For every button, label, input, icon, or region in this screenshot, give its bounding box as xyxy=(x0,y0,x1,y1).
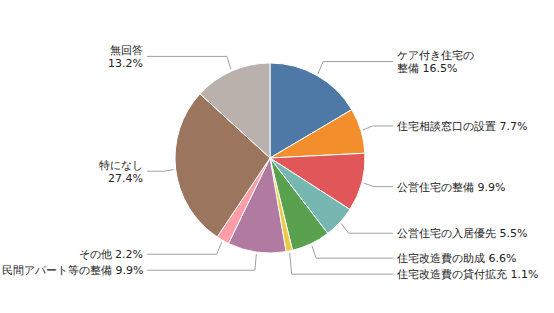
data-label: 民間アパート等の整備 9.9% xyxy=(2,264,143,277)
data-label: 住宅改造費の貸付拡充 1.1% xyxy=(397,268,538,281)
data-label: ケア付き住宅の整備 16.5% xyxy=(397,49,474,75)
data-label: その他 2.2% xyxy=(79,248,143,261)
data-label: 住宅改造費の助成 6.6% xyxy=(397,252,516,265)
leader-line xyxy=(363,126,393,130)
leader-line xyxy=(147,254,256,270)
leader-line xyxy=(364,183,393,187)
data-label: 特になし27.4% xyxy=(99,159,143,185)
leader-line xyxy=(147,242,222,254)
leader-line xyxy=(341,224,393,233)
data-label: 公営住宅の入居優先 5.5% xyxy=(397,227,527,240)
labels: ケア付き住宅の整備 16.5% 住宅相談窓口の設置 7.7% 公営住宅の整備 9.9… xyxy=(2,44,538,281)
leader-line xyxy=(290,253,393,274)
leader-line xyxy=(318,62,393,74)
slices xyxy=(175,63,365,253)
leader-line xyxy=(312,246,393,259)
chart-container: ケア付き住宅の整備 16.5% 住宅相談窓口の設置 7.7% 公営住宅の整備 9.9… xyxy=(0,0,554,313)
data-label: 無回答13.2% xyxy=(108,44,143,70)
pie-slice xyxy=(270,110,365,158)
data-label: 住宅相談窓口の設置 7.7% xyxy=(397,120,527,133)
chart: ケア付き住宅の整備 16.5% 住宅相談窓口の設置 7.7% 公営住宅の整備 9.9… xyxy=(0,0,554,313)
leader-line xyxy=(147,56,231,69)
pie-slice xyxy=(200,63,270,158)
data-label: 公営住宅の整備 9.9% xyxy=(397,181,505,194)
leader-line xyxy=(147,170,174,172)
